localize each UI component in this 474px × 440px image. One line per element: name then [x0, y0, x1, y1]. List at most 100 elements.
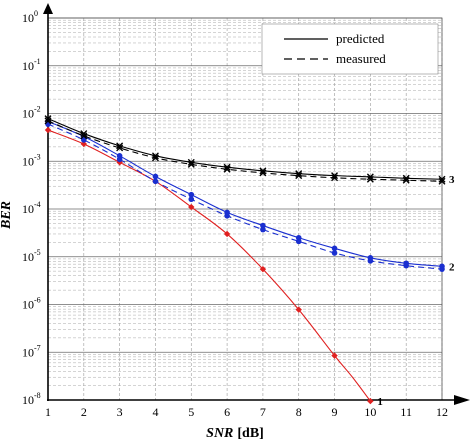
- marker-stroke: [366, 175, 374, 183]
- measured-point-3: [223, 165, 231, 173]
- marker-stroke: [44, 117, 52, 125]
- marker-stroke: [116, 144, 124, 152]
- data-point-3: [187, 158, 195, 166]
- data-point-3: [80, 130, 88, 138]
- marker-stroke: [44, 115, 52, 123]
- y-tick-exponent: -8: [34, 391, 41, 400]
- y-tick-label: 10-3: [22, 152, 41, 168]
- grid: [47, 17, 443, 401]
- data-point-1: [367, 397, 374, 405]
- legend-measured-label: measured: [336, 51, 386, 66]
- measured-point-2: [152, 178, 159, 185]
- marker-stroke: [187, 158, 195, 166]
- y-tick-label: 10-2: [22, 105, 41, 121]
- x-tick-label: 4: [152, 405, 158, 419]
- x-axis-label: SNR [dB]: [206, 426, 264, 440]
- measured-line-2: [47, 123, 443, 270]
- predicted-line-2: [47, 120, 443, 267]
- x-axis-label-unit: [dB]: [237, 426, 263, 440]
- x-tick-label: 5: [188, 405, 194, 419]
- curves: 1 2 3: [44, 115, 455, 408]
- y-tick-label: 10-4: [22, 200, 41, 216]
- legend: predicted measured: [261, 23, 439, 75]
- data-point-3: [331, 172, 339, 180]
- marker-stroke: [259, 167, 267, 175]
- marker-stroke: [187, 160, 195, 168]
- marker-stroke: [80, 132, 88, 140]
- measured-point-3: [402, 176, 410, 184]
- data-point-3: [438, 175, 446, 183]
- y-tick-exponent: -7: [34, 343, 41, 352]
- measured-point-3: [187, 160, 195, 168]
- y-tick-label: 10-6: [22, 296, 41, 312]
- measured-point-3: [151, 154, 159, 162]
- data-point-3: [44, 115, 52, 123]
- x-tick-label: 10: [364, 405, 376, 419]
- data-point-1: [80, 140, 88, 148]
- legend-predicted-label: predicted: [336, 31, 385, 46]
- series-curve-2: 2: [45, 118, 455, 273]
- measured-point-3: [438, 177, 446, 185]
- marker-stroke: [116, 142, 124, 150]
- marker-stroke: [259, 169, 267, 177]
- legend-box: [261, 23, 439, 75]
- data-point-3: [402, 174, 410, 182]
- x-tick-label: 6: [224, 405, 230, 419]
- marker-stroke: [331, 174, 339, 182]
- marker-stroke: [295, 170, 303, 178]
- data-point-2: [152, 173, 159, 180]
- data-point-2: [188, 191, 195, 198]
- data-point-3: [116, 142, 124, 150]
- curve-label-1: 1: [377, 396, 383, 408]
- x-tick-label: 9: [332, 405, 338, 419]
- measured-point-2: [331, 250, 338, 256]
- measured-point-3: [116, 144, 124, 152]
- data-point-3: [295, 170, 303, 178]
- measured-point-3: [331, 174, 339, 182]
- x-tick-label: 12: [436, 405, 448, 419]
- y-tick-label: 10-1: [22, 57, 41, 73]
- x-axis-arrow: [454, 395, 470, 405]
- x-tick-label: 2: [81, 405, 87, 419]
- predicted-line-1: [47, 129, 371, 402]
- data-point-1: [223, 230, 231, 238]
- marker-stroke: [151, 154, 159, 162]
- data-point-1: [259, 265, 267, 273]
- data-point-3: [223, 163, 231, 171]
- measured-point-3: [80, 132, 88, 140]
- plot-frame: [43, 3, 470, 405]
- marker-stroke: [80, 130, 88, 138]
- series-curve-3: 3: [44, 115, 455, 186]
- data-point-3: [259, 167, 267, 175]
- data-point-2: [439, 263, 445, 270]
- marker-stroke: [438, 177, 446, 185]
- y-tick-label: 10-8: [22, 391, 41, 407]
- marker-stroke: [438, 175, 446, 183]
- y-tick-exponent: -3: [34, 152, 41, 161]
- data-point-2: [331, 245, 338, 252]
- y-tick-label: 10-7: [22, 343, 41, 359]
- x-tick-label: 3: [117, 405, 123, 419]
- x-tick-label: 7: [260, 405, 266, 419]
- y-tick-exponent: -6: [34, 296, 41, 305]
- data-point-2: [260, 222, 266, 229]
- y-tick-exponent: -4: [34, 200, 41, 209]
- measured-line-3: [47, 120, 443, 182]
- marker-stroke: [331, 172, 339, 180]
- measured-point-2: [260, 226, 266, 233]
- y-axis-arrow: [43, 3, 53, 14]
- marker-stroke: [295, 172, 303, 180]
- y-tick-label: 10-5: [22, 248, 41, 264]
- data-point-3: [151, 152, 159, 160]
- marker-stroke: [402, 174, 410, 182]
- marker-stroke: [151, 152, 159, 160]
- data-point-1: [295, 306, 302, 313]
- x-axis-label-name: SNR: [206, 426, 233, 440]
- y-tick-exponent: -5: [34, 248, 41, 257]
- marker-stroke: [402, 176, 410, 184]
- data-point-1: [44, 126, 52, 134]
- data-point-1: [188, 203, 195, 211]
- x-tick-label: 1: [45, 405, 51, 419]
- curve-label-3: 3: [449, 174, 455, 186]
